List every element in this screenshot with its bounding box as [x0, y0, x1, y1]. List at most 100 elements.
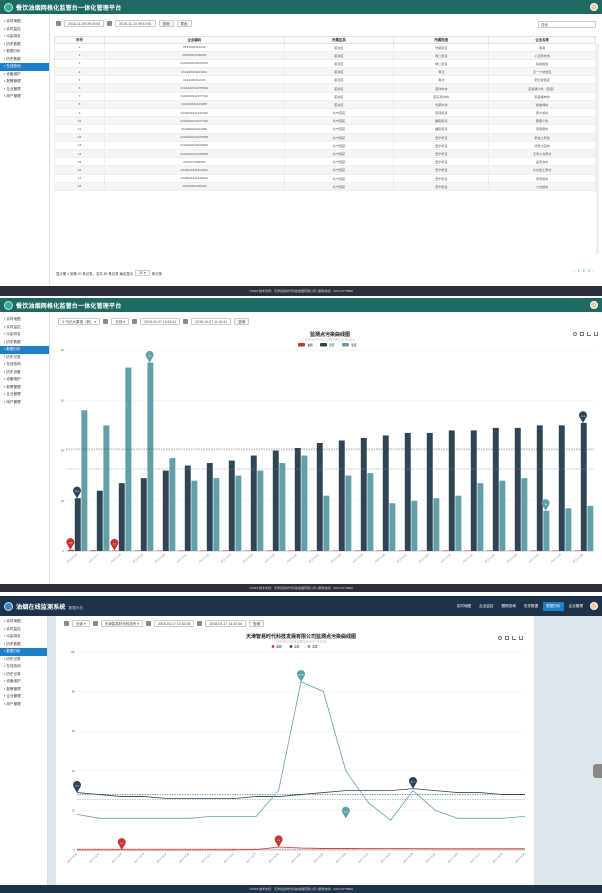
- sidebar-item-4[interactable]: ▪ 数据分析: [0, 346, 49, 354]
- sidebar-item-11[interactable]: ▪ 用户管理: [4, 701, 21, 706]
- table-row[interactable]: 13 0144000312070863 北宁蓟区 西宁街道 德家大园坊: [54, 140, 596, 150]
- table-cell: 蓟北区: [283, 83, 395, 93]
- location-select[interactable]: 天津智易时代科技有 ▾: [100, 620, 143, 627]
- start-time-input[interactable]: 2018-11-09 09:19:51: [64, 20, 105, 27]
- table-row[interactable]: 6 0144000312070509 蓟北区 西洋中坊 百翁猪小吃（西直）: [54, 83, 596, 93]
- sidebar-item-0[interactable]: ▪ 实时地图: [4, 317, 21, 321]
- table-scrollbar[interactable]: [596, 44, 599, 254]
- table-row[interactable]: 3 0144000312070533 蓟北区 博二街道 翁翁饭饭: [54, 58, 596, 69]
- end-time-input[interactable]: 2018-03-17 14:33:39: [205, 620, 246, 627]
- table-row[interactable]: 11 014400031123486 北宁蓟区 福安街道 老蘑蘑坊: [54, 124, 596, 134]
- user-avatar[interactable]: [590, 602, 598, 610]
- sidebar-item-10[interactable]: ▪ 企业管理: [4, 694, 21, 698]
- table-row[interactable]: 2 20105061000005 蓟北区 博二街道 小五家坊坊: [54, 50, 596, 60]
- user-avatar[interactable]: [590, 301, 598, 309]
- table-row[interactable]: 8 014400031123265 蓟北区 光荣中坊 饭堂烤坊: [54, 99, 596, 110]
- sidebar-item-2[interactable]: ▪ 污染排名: [4, 34, 21, 38]
- table-cell: 老饭土家饭: [488, 132, 596, 142]
- sidebar-item-6[interactable]: ▪ 在线查询: [4, 362, 21, 366]
- table-row[interactable]: 12 0144000312070596 北宁蓟区 西宁街道 老饭土家饭: [54, 132, 596, 142]
- data-view-icon[interactable]: [580, 332, 584, 336]
- query-button[interactable]: 查询: [234, 318, 250, 325]
- table-row[interactable]: 18 20105061000029 北宁蓟区 西宁街道 小食饭坊: [54, 181, 596, 191]
- sidebar-item-0[interactable]: ▪ 实时地图: [4, 19, 21, 23]
- refresh-icon[interactable]: [498, 636, 502, 640]
- table-row[interactable]: 9 0144000311232293 北宁蓟区 西河街道 家乡饭坊: [54, 107, 596, 118]
- sidebar-item-8[interactable]: ▪ 设备维护: [4, 377, 21, 381]
- interval-select[interactable]: 分钟 ▾: [111, 318, 130, 325]
- query-button[interactable]: 查询: [158, 20, 174, 27]
- sidebar-item-8[interactable]: ▪ 设备维护: [4, 679, 21, 683]
- sidebar-item-3[interactable]: ▪ 历史数据: [4, 339, 21, 344]
- sidebar-item-5[interactable]: ▪ 历史数据: [4, 56, 21, 61]
- sidebar-item-9[interactable]: ▪ 企业管理: [4, 86, 21, 91]
- page-link[interactable]: 1: [577, 269, 580, 273]
- sidebar-item-4[interactable]: ▪ 数据分析: [0, 648, 47, 656]
- bar-switch-icon[interactable]: [512, 636, 516, 640]
- end-time-input[interactable]: 2018-11-10 09:19:51: [115, 20, 156, 27]
- interval-select[interactable]: 分钟 ▾: [72, 620, 90, 627]
- sidebar-item-1[interactable]: ▪ 实时监控: [4, 324, 21, 329]
- table-row[interactable]: 4 014400031123264 蓟北区 青北 天一十坊发包: [54, 67, 596, 77]
- sidebar-item-6[interactable]: ▪ 在线查询: [0, 63, 49, 71]
- series-line: [76, 788, 525, 799]
- start-time-input[interactable]: 2018-10-27 10:32:11: [140, 318, 181, 325]
- table-wrap: 序号 企业编码 所属区县 所属街道 企业名称 1 0144000311233 蓟北区 光荣街道…: [54, 36, 596, 266]
- search-input[interactable]: [538, 21, 596, 28]
- sidebar-item-1[interactable]: ▪ 实时监控: [4, 26, 21, 31]
- top-nav-item-0[interactable]: 实时地图: [456, 604, 472, 608]
- page-link[interactable]: ›: [592, 269, 594, 273]
- top-nav-item-2[interactable]: 跟踪查询: [501, 604, 516, 608]
- refresh-icon[interactable]: [573, 332, 577, 336]
- sidebar-item-0[interactable]: ▪ 实时地图: [4, 619, 21, 623]
- line-switch-icon[interactable]: [587, 332, 591, 336]
- end-time-input[interactable]: 2018-10-27 11:32:11: [191, 318, 232, 325]
- sidebar-item-2[interactable]: ▪ 污染排名: [4, 332, 21, 336]
- sidebar-item-8[interactable]: ▪ 报警管理: [4, 79, 21, 83]
- table-row[interactable]: 16 0144000311323491 北宁蓟区 西宁街道 大北饭土家坊: [54, 165, 596, 175]
- sidebar-item-11[interactable]: ▪ 用户管理: [4, 399, 21, 404]
- table-row[interactable]: 1 0144000311233 蓟北区 光荣街道 南南: [54, 42, 596, 52]
- bar: [360, 437, 367, 551]
- sidebar-item-3[interactable]: ▪ 历史数据: [4, 41, 21, 46]
- top-nav-item-5[interactable]: 企业管理: [568, 604, 583, 608]
- sidebar-item-3[interactable]: ▪ 历史数据: [4, 641, 21, 646]
- save-image-icon[interactable]: [594, 332, 598, 336]
- export-button[interactable]: 导出: [176, 20, 192, 27]
- sidebar-item-7[interactable]: ▪ 历史设备: [4, 369, 21, 374]
- sidebar-item-7[interactable]: ▪ 历史记录: [4, 671, 21, 676]
- table-row[interactable]: 10 0144000312077910 北宁蓟区 福安街道 蘑蘑小吃: [54, 116, 596, 126]
- top-nav-item-1[interactable]: 企业监控: [479, 604, 494, 608]
- sidebar-item-6[interactable]: ▪ 在线查询: [4, 664, 21, 668]
- table-row[interactable]: 15 2010071200009 北宁蓟区 西宁街道 品老食坊: [54, 157, 596, 167]
- top-nav-item-3[interactable]: 历史数据: [523, 604, 539, 608]
- page-link[interactable]: ‹: [573, 269, 575, 273]
- sidebar-item-5[interactable]: ▪ 历史记录: [4, 354, 21, 359]
- user-avatar[interactable]: [590, 3, 598, 11]
- sidebar-item-5[interactable]: ▪ 历史记录: [4, 656, 21, 661]
- location-select[interactable]: ⚲ 马记大果馆（新） ▾: [58, 318, 101, 325]
- table-row[interactable]: 14 0144000312078650 北宁蓟区 西宁街道 玉河小食家坊: [54, 148, 596, 159]
- table-row[interactable]: 5 0144000311323 蓟北区 青北 老红饭饭店: [54, 75, 596, 85]
- sidebar-item-4[interactable]: ▪ 数据分析: [4, 49, 21, 53]
- bar: [574, 550, 581, 551]
- sidebar-item-10[interactable]: ▪ 用户管理: [4, 94, 21, 98]
- sidebar-item-10[interactable]: ▪ 企业管理: [4, 392, 21, 396]
- table-row[interactable]: 7 0144000312077910 蓟北区 蓟东南中坊 家庭烤肉坊: [54, 91, 596, 101]
- query-button[interactable]: 查询: [248, 620, 264, 627]
- save-image-icon[interactable]: [519, 636, 523, 640]
- page-link[interactable]: 2: [582, 269, 585, 273]
- page-size-select[interactable]: 20 ▾: [135, 270, 150, 276]
- sidebar-item-1[interactable]: ▪ 实时监控: [4, 626, 21, 631]
- table-row[interactable]: 17 0144000311232012 北宁蓟区 西宁街道 老家饭坊: [54, 173, 596, 183]
- sidebar-item-9[interactable]: ▪ 报警管理: [4, 686, 21, 691]
- data-view-icon[interactable]: [505, 636, 509, 640]
- top-nav-item-4[interactable]: 数据分析: [543, 602, 564, 611]
- y-tick-label: 80: [72, 690, 76, 694]
- page-link[interactable]: 3: [587, 269, 590, 273]
- sidebar-item-7[interactable]: ▪ 设备维护: [4, 71, 21, 76]
- sidebar-item-9[interactable]: ▪ 报警管理: [4, 384, 21, 389]
- side-scroll-handle[interactable]: [593, 764, 602, 778]
- sidebar-item-2[interactable]: ▪ 污染排名: [4, 634, 21, 638]
- start-time-input[interactable]: 2018-03-17 13:33:39: [153, 620, 195, 627]
